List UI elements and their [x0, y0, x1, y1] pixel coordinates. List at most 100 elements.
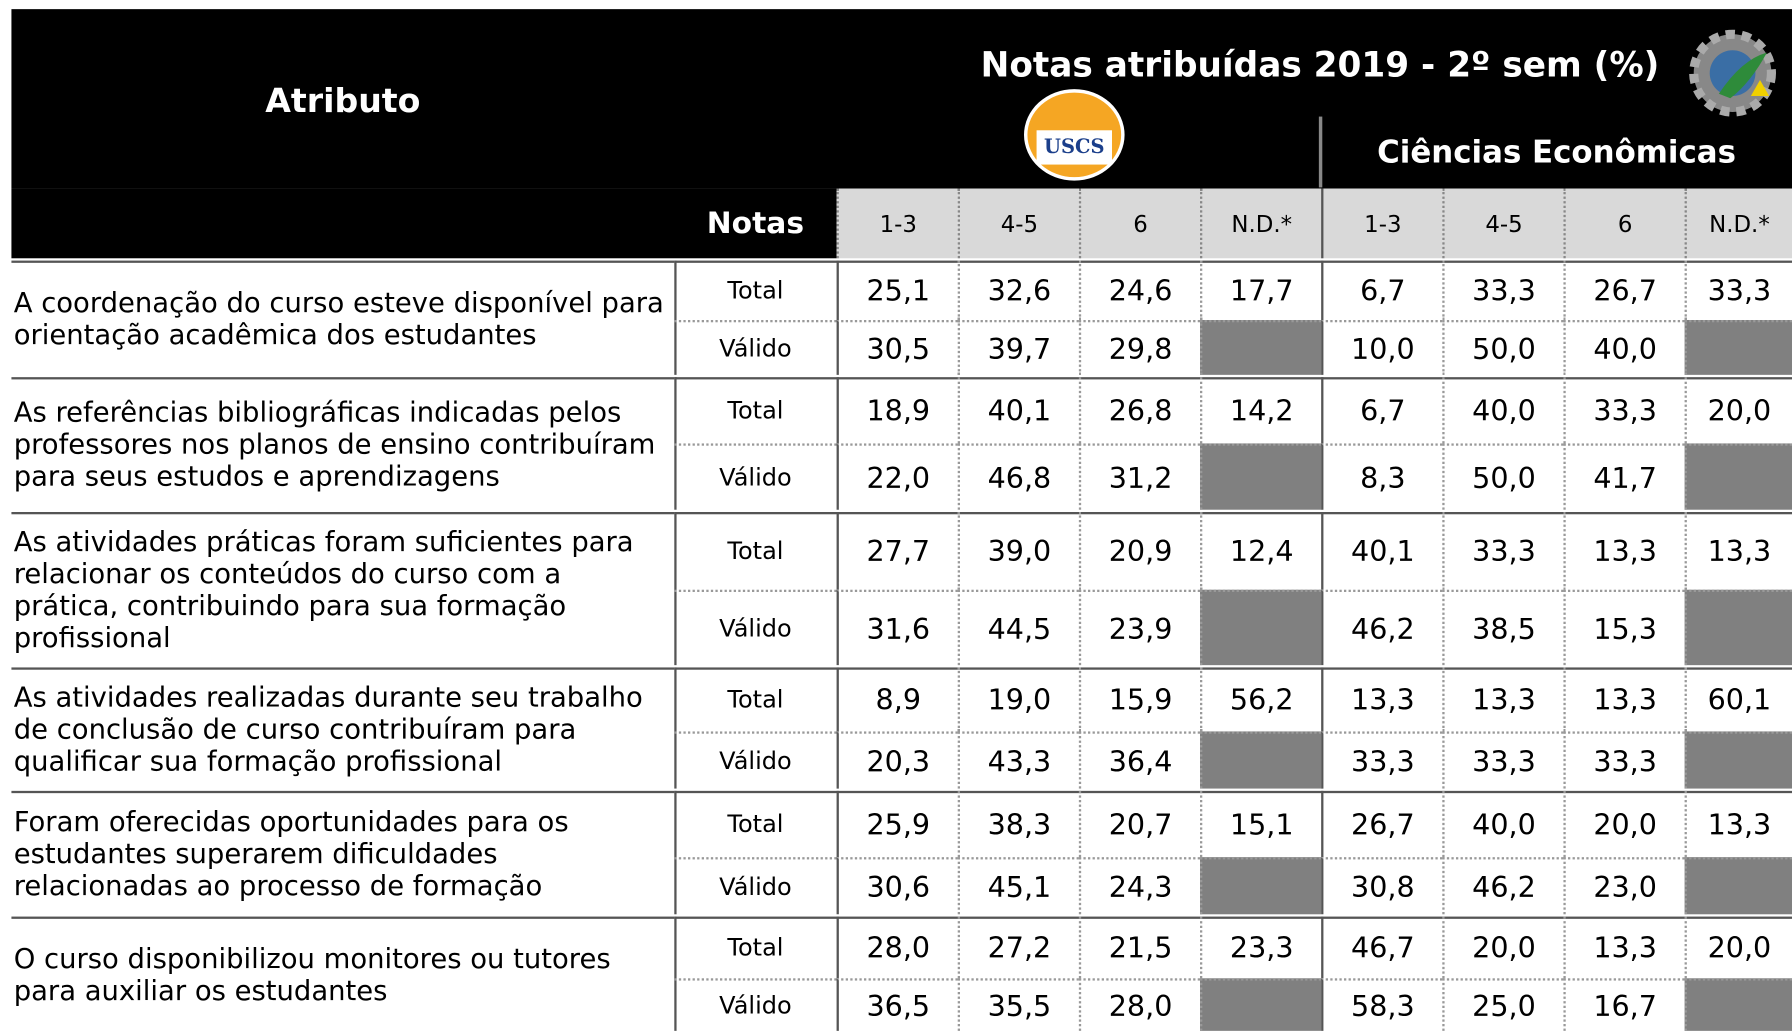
- header-band: [11, 9, 1792, 189]
- empty-cell: [1200, 978, 1322, 1031]
- valid-value: 33,3: [1563, 731, 1685, 789]
- total-value: 23,3: [1200, 916, 1321, 979]
- column-header: 4-5: [1442, 188, 1564, 259]
- divider: [1318, 116, 1323, 188]
- valid-value: 33,3: [1321, 731, 1443, 789]
- row-frame: [674, 667, 1792, 789]
- total-value: 15,9: [1078, 667, 1200, 732]
- valid-value: 22,0: [836, 443, 958, 510]
- valid-label: Válido: [674, 731, 837, 788]
- total-value: 20,0: [1563, 790, 1684, 858]
- attribute: As referências bibliográficas indicadas …: [11, 377, 675, 510]
- total-value: 19,0: [957, 667, 1079, 732]
- total-value: 20,7: [1078, 790, 1200, 858]
- total-label: Total: [727, 933, 784, 962]
- total-value: 40,0: [1442, 377, 1563, 444]
- attribute-header: Atributo: [265, 81, 421, 121]
- valid-value: 30,6: [836, 857, 958, 915]
- valid-value: 30,8: [1321, 857, 1443, 915]
- valid-value: 45,1: [957, 857, 1079, 915]
- valid-value: 23,9: [1078, 589, 1201, 666]
- valid-label: Válido: [674, 857, 837, 914]
- valid-value: 24,3: [1078, 857, 1201, 915]
- valid-value: 35,5: [957, 978, 1079, 1031]
- total-label: Total: [727, 396, 784, 425]
- total-value: 27,2: [957, 916, 1079, 979]
- column-header: N.D.*: [1684, 188, 1792, 259]
- empty-cell: [1200, 731, 1322, 789]
- total-value: 33,3: [1684, 260, 1792, 321]
- attribute: As atividades práticas foram suficientes…: [11, 512, 675, 665]
- total-value: 13,3: [1563, 512, 1684, 590]
- valid-label: Válido: [674, 589, 837, 665]
- total-value: 28,0: [836, 916, 958, 979]
- total-value: 26,8: [1078, 377, 1200, 444]
- total-value: 40,1: [957, 377, 1079, 444]
- valid-value: 44,5: [957, 589, 1079, 666]
- total-value: 13,3: [1684, 790, 1792, 858]
- valid-value: 25,0: [1442, 978, 1564, 1031]
- total-value: 20,0: [1442, 916, 1563, 979]
- valid-value: 30,5: [836, 320, 958, 375]
- empty-cell: [1200, 443, 1322, 510]
- total-value: 39,0: [957, 512, 1079, 590]
- total-value: 6,7: [1321, 377, 1442, 444]
- valid-value: 58,3: [1321, 978, 1443, 1031]
- total-value: 60,1: [1684, 667, 1792, 732]
- valid-label: Válido: [674, 443, 837, 509]
- group-header: Ciências Econômicas: [1377, 134, 1737, 170]
- valid-value: 43,3: [957, 731, 1079, 789]
- attribute: A coordenação do curso esteve disponível…: [11, 260, 675, 375]
- valid-value: 31,2: [1078, 443, 1201, 510]
- row-frame: [674, 916, 1792, 1031]
- valid-value: 40,0: [1563, 320, 1685, 375]
- valid-value: 46,2: [1442, 857, 1564, 915]
- column-header: 1-3: [1321, 188, 1443, 259]
- column-header: 6: [1078, 188, 1201, 259]
- valid-value: 50,0: [1442, 320, 1564, 375]
- empty-cell: [1200, 320, 1322, 375]
- valid-value: 16,7: [1563, 978, 1685, 1031]
- total-value: 33,3: [1442, 260, 1563, 321]
- total-label: Total: [727, 537, 784, 565]
- total-value: 20,0: [1684, 916, 1792, 979]
- valid-value: 8,3: [1321, 443, 1443, 510]
- row-frame: [674, 790, 1792, 915]
- total-value: 13,3: [1563, 667, 1684, 732]
- total-value: 25,1: [836, 260, 958, 321]
- valid-value: 36,4: [1078, 731, 1201, 789]
- empty-cell: [1200, 857, 1322, 915]
- total-value: 8,9: [836, 667, 958, 732]
- total-value: 25,9: [836, 790, 958, 858]
- column-header: 1-3: [836, 188, 958, 259]
- empty-cell: [1684, 443, 1792, 510]
- valid-value: 39,7: [957, 320, 1079, 375]
- empty-cell: [1684, 731, 1792, 789]
- total-value: 20,9: [1078, 512, 1200, 590]
- row-frame: [674, 260, 1792, 375]
- valid-label: Válido: [674, 978, 837, 1031]
- total-value: 14,2: [1200, 377, 1321, 444]
- empty-cell: [1684, 320, 1792, 375]
- valid-value: 33,3: [1442, 731, 1564, 789]
- valid-value: 50,0: [1442, 443, 1564, 510]
- total-label: Total: [727, 276, 784, 305]
- column-header: 4-5: [957, 188, 1079, 259]
- valid-value: 28,0: [1078, 978, 1201, 1031]
- total-value: 24,6: [1078, 260, 1200, 321]
- title: Notas atribuídas 2019 - 2º sem (%): [980, 45, 1660, 86]
- valid-value: 23,0: [1563, 857, 1685, 915]
- valid-value: 41,7: [1563, 443, 1685, 510]
- attribute: O curso disponibilizou monitores ou tuto…: [11, 916, 675, 1031]
- total-value: 33,3: [1442, 512, 1563, 590]
- uscs-logo: USCS: [1024, 89, 1125, 181]
- total-value: 27,7: [836, 512, 958, 590]
- total-value: 18,9: [836, 377, 958, 444]
- total-value: 13,3: [1442, 667, 1563, 732]
- total-label: Total: [727, 810, 784, 838]
- column-header: N.D.*: [1200, 188, 1322, 259]
- total-value: 32,6: [957, 260, 1079, 321]
- attribute: As atividades realizadas durante seu tra…: [11, 667, 675, 788]
- total-value: 46,7: [1321, 916, 1442, 979]
